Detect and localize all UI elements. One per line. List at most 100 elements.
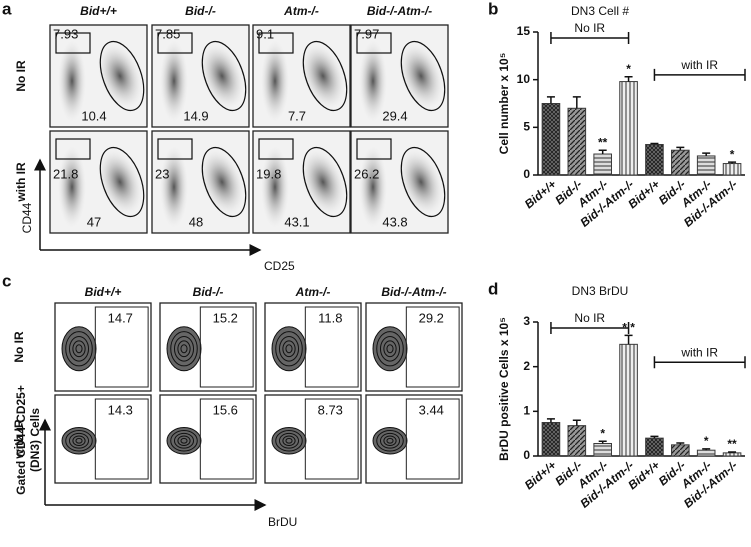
error-bar [572,96,581,109]
error-bar [546,418,555,423]
y-tick-label: 2 [523,359,530,373]
gate-value: 11.8 [318,310,342,325]
error-bar [624,76,633,82]
dot-cloud [359,40,387,122]
contour [386,344,394,354]
significance: ** [598,135,608,149]
gate-value: 29.2 [419,310,444,325]
panel-label: c [2,271,11,290]
gate-value: 19.8 [256,166,281,181]
gate-value: 47 [87,214,101,229]
error-bar [650,142,659,145]
contour [68,432,90,449]
gate-value: 10.4 [81,108,106,123]
group-label: No IR [574,311,605,325]
gate-value: 7.7 [288,108,306,123]
bar [645,437,664,457]
gate-ellipse [400,40,446,112]
contour [282,435,296,447]
bar [619,81,638,176]
error-bar [676,442,685,445]
gate-value: 43.1 [284,214,309,229]
contour [376,331,404,367]
contour [61,427,97,455]
group-label: with IR [680,345,718,359]
gate-ellipse [201,40,247,112]
contour [166,427,202,455]
gate-value: 48 [189,214,203,229]
contour [180,344,188,354]
column-header: Bid-/- [185,4,216,18]
dot-cloud [261,40,289,122]
column-header: Bid-/-Atm-/- [367,4,432,18]
dot-cloud [160,146,188,228]
axis-label: BrDU [268,515,297,529]
y-tick-label: 10 [517,72,531,86]
bar [593,442,612,457]
y-tick-label: 1 [523,404,530,418]
gate-value: 7.85 [155,26,180,41]
group-label: with IR [680,58,718,72]
gate-box [55,138,91,160]
group-label: No IR [574,21,605,35]
gate-box [405,398,460,480]
gate-value: 3.44 [419,402,444,417]
contour [173,432,195,449]
contour [180,437,188,444]
significance: * [626,62,631,76]
contour [285,344,293,354]
gate-ellipse [201,146,247,218]
bar [696,155,716,176]
column-header: Bid-/- [193,285,224,299]
row-label: with IR [12,419,26,460]
group-bracket [653,356,746,369]
gate-box [356,32,392,54]
bar [696,449,716,457]
column-header: Atm-/- [283,4,319,18]
gate-value: 14.3 [108,402,133,417]
contour [372,326,408,372]
axis-label: CD25 [264,259,295,273]
bar [593,153,612,176]
group-bracket [550,32,630,44]
chart-title: DN3 Cell # [571,4,629,18]
bar [671,444,690,457]
panel-label: a [2,0,12,18]
contour [386,437,394,444]
group-bracket [550,322,630,334]
dot-cloud [58,146,86,228]
y-axis-label: Cell number x 10⁵ [497,53,511,155]
contour [383,340,397,358]
contour [177,340,191,358]
gate-value: 26.2 [354,166,379,181]
contour [379,432,401,449]
contour [65,429,93,452]
contour [271,427,307,455]
error-bar [650,435,659,439]
gate-box [199,398,254,480]
error-bar [546,96,555,104]
row-label: with IR [14,162,28,203]
contour [275,429,303,452]
x-tick-label: Bid+/+ [522,458,559,492]
gate-value: 8.73 [318,402,343,417]
gate-box [304,398,359,480]
dot-cloud [160,40,188,122]
gate-value: 15.6 [213,402,238,417]
bar [567,425,587,457]
gate-box [55,32,91,54]
significance: * [704,434,709,448]
contour [271,326,307,372]
contour [383,435,397,447]
contour [75,437,83,444]
gate-value: 23 [155,166,169,181]
gate-value: 9.1 [256,26,274,41]
bar [722,163,742,176]
group-bracket [653,68,746,81]
contour [65,331,93,367]
contour [72,435,86,447]
error-bar [572,419,581,426]
gate-box [304,306,359,388]
contour [379,335,401,362]
gate-ellipse [99,40,145,112]
